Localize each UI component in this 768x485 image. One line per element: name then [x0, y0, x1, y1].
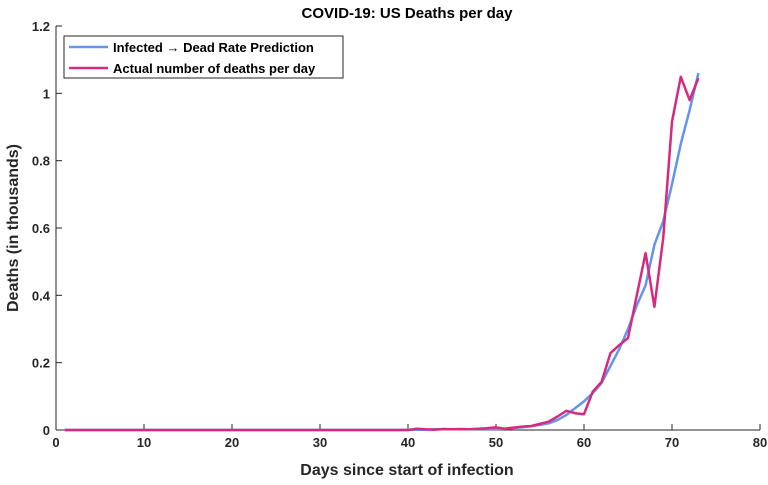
- x-tick-label: 10: [137, 435, 151, 450]
- x-tick-label: 30: [313, 435, 327, 450]
- legend: Infected → Dead Rate Prediction Actual n…: [63, 35, 344, 79]
- y-tick-label: 1.2: [32, 19, 50, 34]
- x-tick-label: 0: [52, 435, 59, 450]
- x-tick-label: 80: [753, 435, 767, 450]
- legend-box: [63, 35, 344, 79]
- x-tick-label: 60: [577, 435, 591, 450]
- x-tick-label: 70: [665, 435, 679, 450]
- y-axis-label: Deaths (in thousands): [5, 144, 22, 312]
- y-tick-label: 0.2: [32, 356, 50, 371]
- y-tick-label: 0.6: [32, 221, 50, 236]
- x-tick-label: 50: [489, 435, 503, 450]
- plot-lines: [64, 72, 700, 432]
- legend-label-prediction: Infected → Dead Rate Prediction: [113, 40, 314, 55]
- x-tick-label: 20: [225, 435, 239, 450]
- legend-label-actual: Actual number of deaths per day: [113, 61, 316, 76]
- axes: 0 10 20 30 40 50 60 70 80 0 0.2 0.4 0.6 0.8 1 1.2: [32, 19, 767, 450]
- y-tick-label: 0.8: [32, 154, 50, 169]
- x-tick-label: 40: [401, 435, 415, 450]
- y-tick-label: 0: [43, 423, 50, 438]
- y-tick-label: 0.4: [32, 288, 51, 303]
- y-tick-label: 1: [43, 86, 50, 101]
- chart-title: COVID-19: US Deaths per day: [302, 5, 514, 22]
- x-axis-label: Days since start of infection: [300, 462, 513, 479]
- actual-deaths-line: [64, 75, 700, 432]
